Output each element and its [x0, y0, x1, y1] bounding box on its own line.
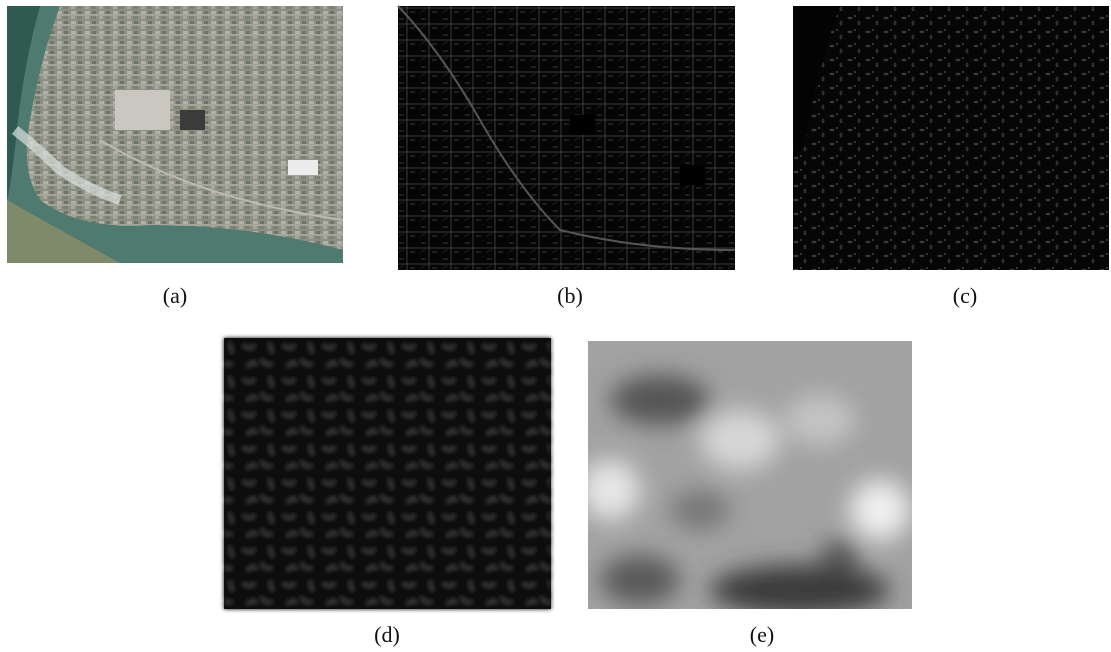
panel-d-image: [224, 338, 551, 609]
panel-caption: (b): [557, 283, 583, 308]
panel-caption: (a): [163, 283, 187, 308]
panel-caption: (d): [374, 622, 400, 647]
panel-caption: (c): [953, 283, 977, 308]
panel-b-image: [398, 6, 735, 270]
panel-c-image: [793, 6, 1109, 270]
panel-a-image: [7, 6, 343, 263]
panel-e-image: [580, 341, 912, 615]
panel-caption: (e): [750, 622, 774, 647]
figure: (a) (b) (c) (d) (e): [0, 0, 1111, 652]
